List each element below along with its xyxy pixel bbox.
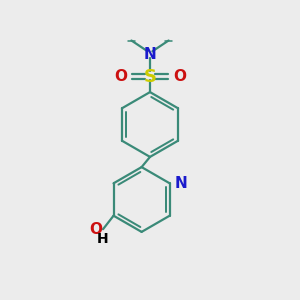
Text: O: O	[89, 222, 102, 237]
Text: O: O	[114, 69, 127, 84]
Text: N: N	[144, 47, 156, 62]
Text: H: H	[97, 232, 108, 246]
Text: O: O	[173, 69, 186, 84]
Text: S: S	[143, 68, 157, 85]
Text: N: N	[174, 176, 187, 191]
